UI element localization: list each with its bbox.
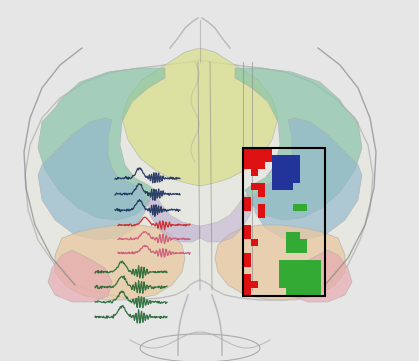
Polygon shape <box>215 225 345 300</box>
Bar <box>300 260 307 267</box>
Bar <box>293 239 300 246</box>
Bar <box>244 232 251 239</box>
Bar <box>244 155 251 162</box>
Bar <box>293 176 300 183</box>
Bar <box>300 274 307 281</box>
Bar <box>244 253 251 260</box>
Bar <box>279 183 286 190</box>
Bar <box>286 274 293 281</box>
Bar <box>272 162 279 169</box>
Bar <box>244 225 251 232</box>
Bar <box>244 274 251 281</box>
Bar <box>286 267 293 274</box>
Bar <box>244 197 251 204</box>
Bar <box>293 260 300 267</box>
Bar <box>272 169 279 176</box>
Bar <box>286 176 293 183</box>
Bar <box>286 246 293 253</box>
Bar <box>244 288 251 295</box>
Bar <box>300 281 307 288</box>
Bar <box>265 155 272 162</box>
Bar <box>286 183 293 190</box>
Bar <box>272 176 279 183</box>
Polygon shape <box>122 48 278 186</box>
Bar <box>314 274 321 281</box>
Bar <box>314 267 321 274</box>
Bar <box>251 162 258 169</box>
Bar <box>251 281 258 288</box>
Bar <box>300 246 307 253</box>
Bar <box>286 260 293 267</box>
Bar <box>293 274 300 281</box>
Polygon shape <box>48 250 112 302</box>
Bar <box>286 162 293 169</box>
Bar <box>307 260 314 267</box>
Bar <box>272 183 279 190</box>
Bar <box>251 183 258 190</box>
Bar <box>258 204 265 211</box>
Bar <box>279 162 286 169</box>
Bar <box>314 288 321 295</box>
Bar <box>307 267 314 274</box>
Bar <box>286 288 293 295</box>
Bar <box>286 155 293 162</box>
Bar <box>307 288 314 295</box>
Bar <box>293 169 300 176</box>
Bar <box>307 274 314 281</box>
Polygon shape <box>38 68 165 220</box>
Bar <box>300 288 307 295</box>
Bar <box>293 246 300 253</box>
Bar <box>251 169 258 176</box>
Bar <box>307 281 314 288</box>
Bar <box>293 267 300 274</box>
Bar <box>265 148 272 155</box>
Polygon shape <box>25 60 373 300</box>
Bar <box>258 155 265 162</box>
Polygon shape <box>148 195 200 242</box>
Bar <box>279 155 286 162</box>
Bar <box>279 274 286 281</box>
Bar <box>279 260 286 267</box>
Bar <box>286 281 293 288</box>
Bar <box>300 239 307 246</box>
Bar <box>244 260 251 267</box>
Bar <box>314 281 321 288</box>
Bar <box>286 239 293 246</box>
Bar <box>244 281 251 288</box>
Bar <box>293 155 300 162</box>
Polygon shape <box>235 68 362 220</box>
Bar <box>286 232 293 239</box>
Bar <box>251 155 258 162</box>
Bar <box>258 148 265 155</box>
Polygon shape <box>200 195 252 242</box>
Bar <box>293 288 300 295</box>
Bar <box>258 211 265 218</box>
Bar <box>300 267 307 274</box>
Bar <box>279 169 286 176</box>
Bar <box>293 232 300 239</box>
Bar <box>272 155 279 162</box>
Bar <box>244 204 251 211</box>
Bar <box>258 162 265 169</box>
Polygon shape <box>252 118 362 240</box>
Bar <box>293 204 300 211</box>
Bar <box>258 190 265 197</box>
Bar <box>314 260 321 267</box>
Bar <box>243 148 325 296</box>
Polygon shape <box>288 250 352 302</box>
Bar <box>244 162 251 169</box>
Bar <box>279 176 286 183</box>
Bar <box>300 204 307 211</box>
Bar <box>251 239 258 246</box>
Bar <box>258 183 265 190</box>
Bar <box>293 281 300 288</box>
Polygon shape <box>55 225 185 300</box>
Bar <box>251 148 258 155</box>
Bar <box>293 162 300 169</box>
Bar <box>286 169 293 176</box>
Polygon shape <box>38 118 148 240</box>
Bar <box>279 281 286 288</box>
Bar <box>279 267 286 274</box>
Bar <box>244 148 251 155</box>
